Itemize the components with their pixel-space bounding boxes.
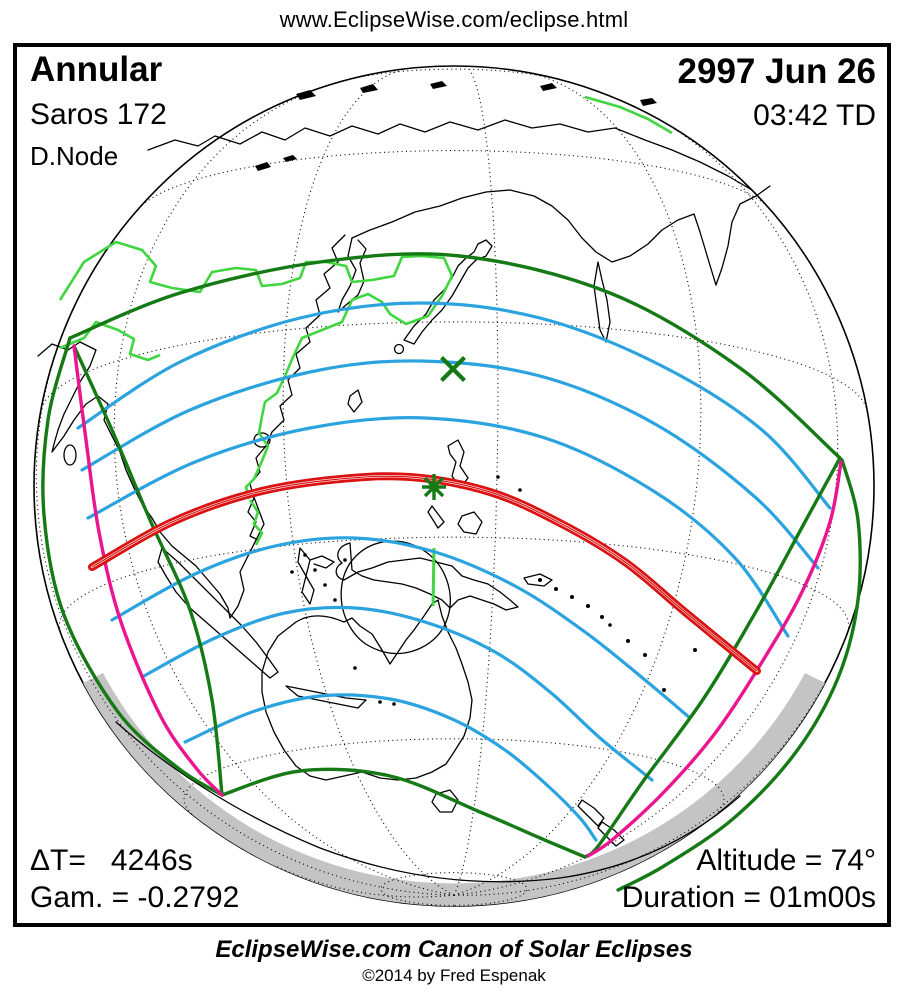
coast-sumatra bbox=[157, 547, 279, 679]
graticule-line bbox=[273, 864, 455, 898]
duration-label: Duration = 01m00s bbox=[621, 881, 876, 914]
graticule bbox=[35, 65, 868, 906]
penumbra-limit-east-outer bbox=[616, 458, 862, 892]
coast-new-zealand bbox=[577, 799, 625, 847]
graticule-line bbox=[282, 68, 455, 896]
magnitude-isoline-6 bbox=[183, 693, 598, 842]
graticule-line bbox=[453, 686, 824, 896]
coast-new-guinea bbox=[335, 542, 519, 611]
border-vietnam bbox=[248, 499, 264, 546]
coast-sri-lanka bbox=[63, 444, 77, 466]
coast-arctic bbox=[147, 119, 753, 191]
subsolar-point-marker bbox=[440, 356, 466, 382]
arctic-islands bbox=[255, 81, 657, 171]
graticule-line bbox=[453, 118, 839, 896]
coast-kyushu bbox=[393, 343, 405, 355]
coast-borneo bbox=[340, 540, 451, 655]
graticule-line bbox=[453, 65, 499, 896]
graticule-line bbox=[183, 738, 725, 815]
coast-tasmania bbox=[431, 789, 459, 813]
penumbra-limit-east-inner bbox=[583, 456, 842, 859]
eclipse-type-label: Annular bbox=[30, 50, 163, 89]
border-top-right-limb bbox=[584, 95, 673, 135]
header-url[interactable]: www.EclipseWise.com/eclipse.html bbox=[279, 7, 629, 32]
eclipse-curves bbox=[41, 252, 862, 892]
coast-sakhalin bbox=[593, 261, 611, 343]
penumbra-limit-south bbox=[220, 767, 587, 859]
altitude-label: Altitude = 74° bbox=[696, 844, 876, 877]
gamma-label: Gam. = -0.2792 bbox=[30, 881, 240, 914]
eclipse-date-label: 2997 Jun 26 bbox=[677, 52, 876, 91]
penumbra-limit-north bbox=[68, 252, 842, 460]
graticule-line bbox=[453, 72, 702, 896]
magnitude-isoline-5 bbox=[140, 605, 654, 782]
graticule-line bbox=[40, 321, 868, 409]
magnitude-isoline-1 bbox=[76, 301, 832, 510]
border-india-myanmar bbox=[59, 320, 161, 362]
sunrise-sunset-curve-east bbox=[586, 460, 843, 858]
coast-india-indochina bbox=[37, 341, 265, 619]
coast-sulawesi bbox=[297, 547, 335, 605]
footer-title: EclipseWise.com Canon of Solar Eclipses bbox=[215, 936, 693, 963]
penumbra-limit-west-outer bbox=[41, 336, 224, 797]
globe bbox=[33, 65, 875, 907]
greatest-eclipse-marker bbox=[422, 474, 446, 500]
coast-australia bbox=[261, 599, 473, 781]
night-shading-crescent bbox=[83, 673, 825, 907]
eclipse-time-label: 03:42 TD bbox=[753, 99, 876, 132]
penumbra-limit-west-inner bbox=[72, 344, 224, 797]
footer-copyright: ©2014 by Fred Espenak bbox=[362, 966, 546, 985]
delta-t-label: ΔT= 4246s bbox=[30, 844, 193, 877]
coast-taiwan bbox=[347, 389, 363, 413]
coast-okhotsk-kamchatka bbox=[351, 185, 771, 286]
coast-new-britain bbox=[523, 573, 553, 587]
graticule-line bbox=[380, 872, 528, 906]
saros-label: Saros 172 bbox=[30, 98, 167, 131]
central-path-centerline bbox=[91, 475, 758, 672]
magnitude-isoline-4 bbox=[110, 536, 692, 720]
coast-japan bbox=[403, 239, 493, 345]
node-label: D.Node bbox=[30, 141, 119, 171]
magnitude-isoline-3 bbox=[86, 416, 790, 638]
border-papua-new-guinea bbox=[431, 547, 436, 607]
small-islands bbox=[290, 475, 697, 706]
coast-antarctica bbox=[115, 721, 741, 883]
sunrise-sunset-curve-west bbox=[72, 344, 224, 797]
magnitude-isoline-2 bbox=[80, 359, 820, 570]
